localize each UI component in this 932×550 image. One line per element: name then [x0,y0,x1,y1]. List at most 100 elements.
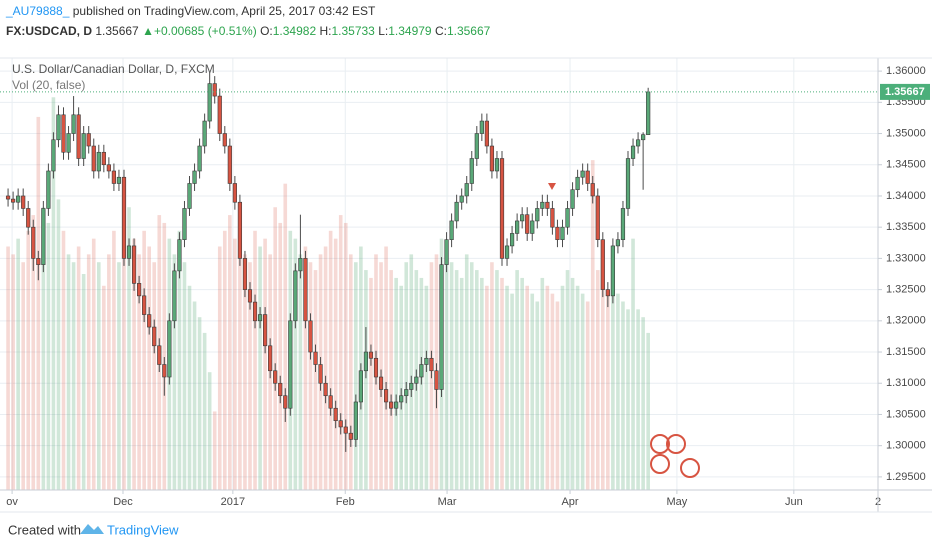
candle-body [16,195,21,203]
candle-body [333,407,338,422]
y-tick-label: 1.30000 [886,440,926,452]
candle-body [434,370,439,390]
candle-body [530,220,535,234]
volume-bar [51,97,56,490]
volume-bar [248,262,252,490]
volume-bar [626,309,630,490]
candle-body [31,226,36,259]
y-tick-label: 1.36000 [886,65,926,77]
volume-bar [76,246,81,490]
volume-bar [348,254,353,490]
x-tick-label: ov [6,496,18,508]
x-tick-label: Dec [113,496,133,508]
volume-bar [641,317,645,490]
volume-bar [86,254,91,490]
volume-bar [197,317,202,490]
volume-bar [616,293,620,490]
candle-body [283,395,288,409]
candle-body [494,158,500,172]
candle-body [192,170,197,184]
candle-body [444,239,449,265]
candle-body [91,145,96,172]
candle-body [177,239,182,272]
candle-body [348,432,353,440]
candle-body [625,158,631,209]
volume-bar [409,254,414,490]
candle-body [449,220,454,240]
x-tick-label: Jun [785,496,803,508]
volume-bar [590,160,595,490]
volume-bar [177,230,182,490]
volume-bar [333,238,338,490]
candle-body [484,120,489,147]
candle-body [106,164,111,172]
volume-bar [505,285,509,490]
volume-bar [112,230,116,490]
candle-body [252,301,258,322]
candle-body [288,320,293,409]
candle-body [162,364,167,378]
volume-bar [469,262,474,490]
volume-bar [364,270,368,490]
y-tick-label: 1.35000 [886,127,926,139]
candle-body [46,170,51,209]
volume-bar [91,238,96,490]
volume-bar [6,246,10,490]
candle-body [646,91,651,135]
candle-body [247,289,253,303]
candle-body [404,389,409,397]
candle-body [620,208,626,240]
candle-body [635,139,641,147]
volume-bar [66,254,71,490]
candle-body [580,170,585,178]
candle-body [509,233,515,247]
volume-bar [222,230,227,490]
footer-brand[interactable]: TradingView [107,522,179,537]
volume-bar [187,285,192,490]
volume-bar [16,238,20,490]
tv-logo[interactable] [80,524,104,534]
volume-bar [202,332,207,490]
volume-bar [56,199,61,490]
volume-bar [238,246,242,490]
candle-body [313,351,318,365]
candle-body [353,401,358,440]
candle-body [36,258,41,265]
change: +0.00685 (+0.51%) [153,24,257,38]
candle-body [520,214,525,222]
x-tick-label: May [667,496,688,508]
candle-body [41,208,46,265]
candle-body [212,83,217,97]
candle-body [217,95,222,134]
footer-bg [0,512,932,550]
candle-body [630,145,636,159]
volume-bar [117,262,121,490]
volume-bar [545,285,550,490]
volume-bar [31,215,36,490]
candle-body [525,214,530,234]
volume-bar [601,277,605,490]
candle-body [439,264,444,390]
volume-bar [127,207,131,490]
candle-body [424,357,429,365]
candle-body [570,189,575,209]
candle-body [590,183,595,197]
volume-bar [253,230,257,490]
candle-body [86,133,91,147]
volume-bar [565,270,570,490]
username[interactable]: _AU79888_ [6,4,70,18]
y-tick-label: 1.34000 [886,190,926,202]
volume-bar [212,411,217,490]
footer-created: Created with [8,522,81,537]
volume-bar [81,274,86,490]
candle-body [308,320,313,353]
volume-bar [338,215,343,490]
volume-bar [369,277,373,490]
candle-body [263,314,268,347]
candle-body [202,120,207,147]
candle-body [595,195,600,240]
candle-body [540,201,545,209]
volume-bar [424,285,429,490]
volume-bar [540,277,545,490]
candle-body [237,201,243,259]
